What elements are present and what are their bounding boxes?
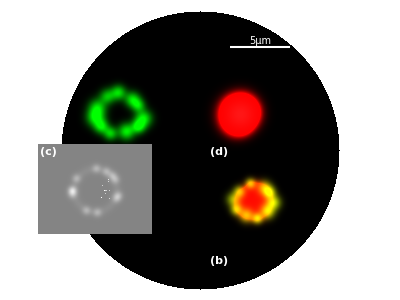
Text: (b): (b) [210, 256, 228, 266]
Text: 5μm: 5μm [249, 36, 271, 46]
Text: (d): (d) [210, 147, 228, 157]
Text: (a): (a) [62, 256, 80, 266]
Text: (c): (c) [40, 147, 57, 157]
